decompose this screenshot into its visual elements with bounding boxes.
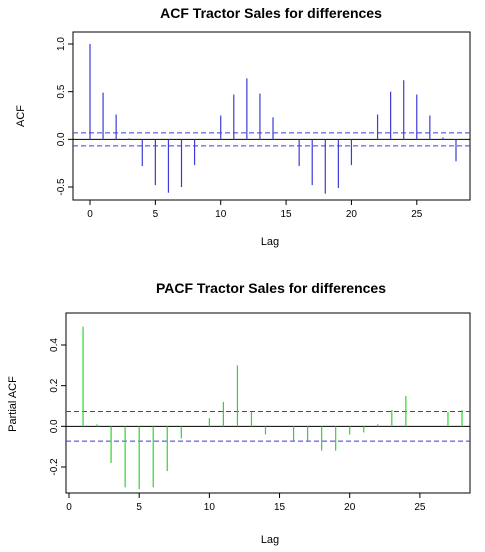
pacf-y-tick-label: 0.2 [49,378,60,392]
pacf-y-tick-label: 0.4 [49,338,60,352]
pacf-marks: 0 5 10 15 20 25 -0.2 0.0 0.2 0.4 [49,326,470,513]
acf-y-tick-label: 0.0 [56,132,67,146]
pacf-xlabel: Lag [261,534,279,546]
acf-y-tick-label: -0.5 [56,178,67,196]
pacf-x-tick-label: 10 [204,502,216,513]
pacf-x-tick-label: 25 [414,502,426,513]
acf-ylabel: ACF [15,105,27,127]
acf-y-tick-label: 0.5 [56,84,67,98]
pacf-y-tick-label: 0.0 [49,419,60,433]
acf-y-tick-label: 1.0 [56,37,67,51]
pacf-panel: PACF Tractor Sales for differences 0 5 10 1… [7,280,471,546]
pacf-y-tick-label: -0.2 [49,458,60,476]
acf-x-tick-label: 5 [153,209,159,220]
acf-xlabel: Lag [261,236,279,248]
acf-plot-box [72,31,471,201]
pacf-title: PACF Tractor Sales for differences [156,280,386,296]
pacf-x-tick-label: 0 [66,502,72,513]
acf-x-tick-label: 20 [346,209,358,220]
acf-marks: 0 5 10 15 20 25 -0.5 0.0 0.5 1.0 [56,37,470,220]
pacf-x-tick-label: 20 [344,502,356,513]
pacf-ylabel: Partial ACF [7,376,19,432]
acf-x-tick-label: 0 [87,209,93,220]
pacf-plot-box [65,312,471,494]
pacf-x-tick-label: 5 [136,502,142,513]
pacf-x-tick-label: 15 [274,502,286,513]
acf-title: ACF Tractor Sales for differences [160,5,382,21]
acf-x-tick-label: 15 [281,209,293,220]
acf-x-tick-label: 10 [215,209,227,220]
acf-panel: ACF Tractor Sales for differences 0 5 10 15… [15,5,471,248]
acf-x-tick-label: 25 [411,209,423,220]
